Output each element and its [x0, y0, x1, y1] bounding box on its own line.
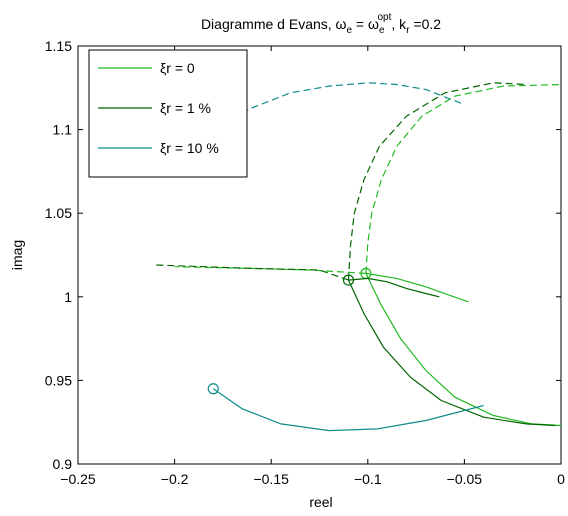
y-tick-label: 0.9 — [53, 456, 73, 472]
chart-title-sub3: r — [406, 25, 410, 36]
x-axis-label: reel — [309, 494, 332, 510]
series-solid-line — [348, 277, 440, 298]
series-solid-line — [365, 272, 469, 303]
y-tick-label: 1 — [64, 289, 72, 305]
chart-title-mid: , k — [391, 16, 407, 32]
legend-box — [88, 49, 248, 178]
series-dashed-line — [155, 264, 349, 281]
x-tick-label: 0 — [557, 471, 565, 487]
x-tick-label: −0.05 — [447, 471, 483, 487]
chart-title-sup2: opt — [378, 12, 392, 23]
y-tick-label: 1.15 — [45, 38, 72, 54]
axis-ticks: −0.25 −0.2 −0.15 −0.1 −0.05 0 0.9 0.95 1 1.05 1.1 1… — [45, 38, 565, 487]
series-dashed-line — [174, 266, 366, 274]
series-solid-line — [365, 273, 561, 427]
chart-title-sub2: e — [379, 25, 385, 36]
y-tick-label: 1.05 — [45, 205, 72, 221]
series-dashed-line — [212, 82, 465, 131]
x-tick-label: −0.1 — [354, 471, 382, 487]
legend-label: ξr = 0 — [160, 60, 195, 76]
series-layer — [155, 82, 561, 432]
series-solid-line — [347, 279, 556, 427]
y-tick-label: 0.95 — [45, 372, 72, 388]
chart-title-main: Diagramme d Evans, ω — [201, 16, 347, 32]
series-dashed-line — [365, 83, 561, 274]
x-tick-label: −0.25 — [60, 471, 96, 487]
legend: ξr = 0 ξr = 1 % ξr = 10 % — [88, 49, 248, 178]
x-tick-label: −0.2 — [161, 471, 189, 487]
y-axis-label: imag — [9, 240, 25, 270]
chart-title-sub1: e — [346, 25, 352, 36]
legend-label: ξr = 10 % — [160, 140, 219, 156]
series-marker — [342, 274, 355, 286]
chart-title-tail: =0.2 — [410, 16, 442, 32]
x-tick-label: −0.15 — [253, 471, 289, 487]
chart-title-eq: = ω — [352, 16, 379, 32]
y-tick-label: 1.1 — [53, 122, 73, 138]
series-dashed-line — [347, 82, 527, 281]
series-solid-line — [212, 388, 484, 432]
series-marker — [207, 383, 219, 395]
legend-label: ξr = 1 % — [160, 100, 211, 116]
chart-title: Diagramme d Evans, ωe = ωeopt, kr =0.2 — [201, 12, 441, 36]
